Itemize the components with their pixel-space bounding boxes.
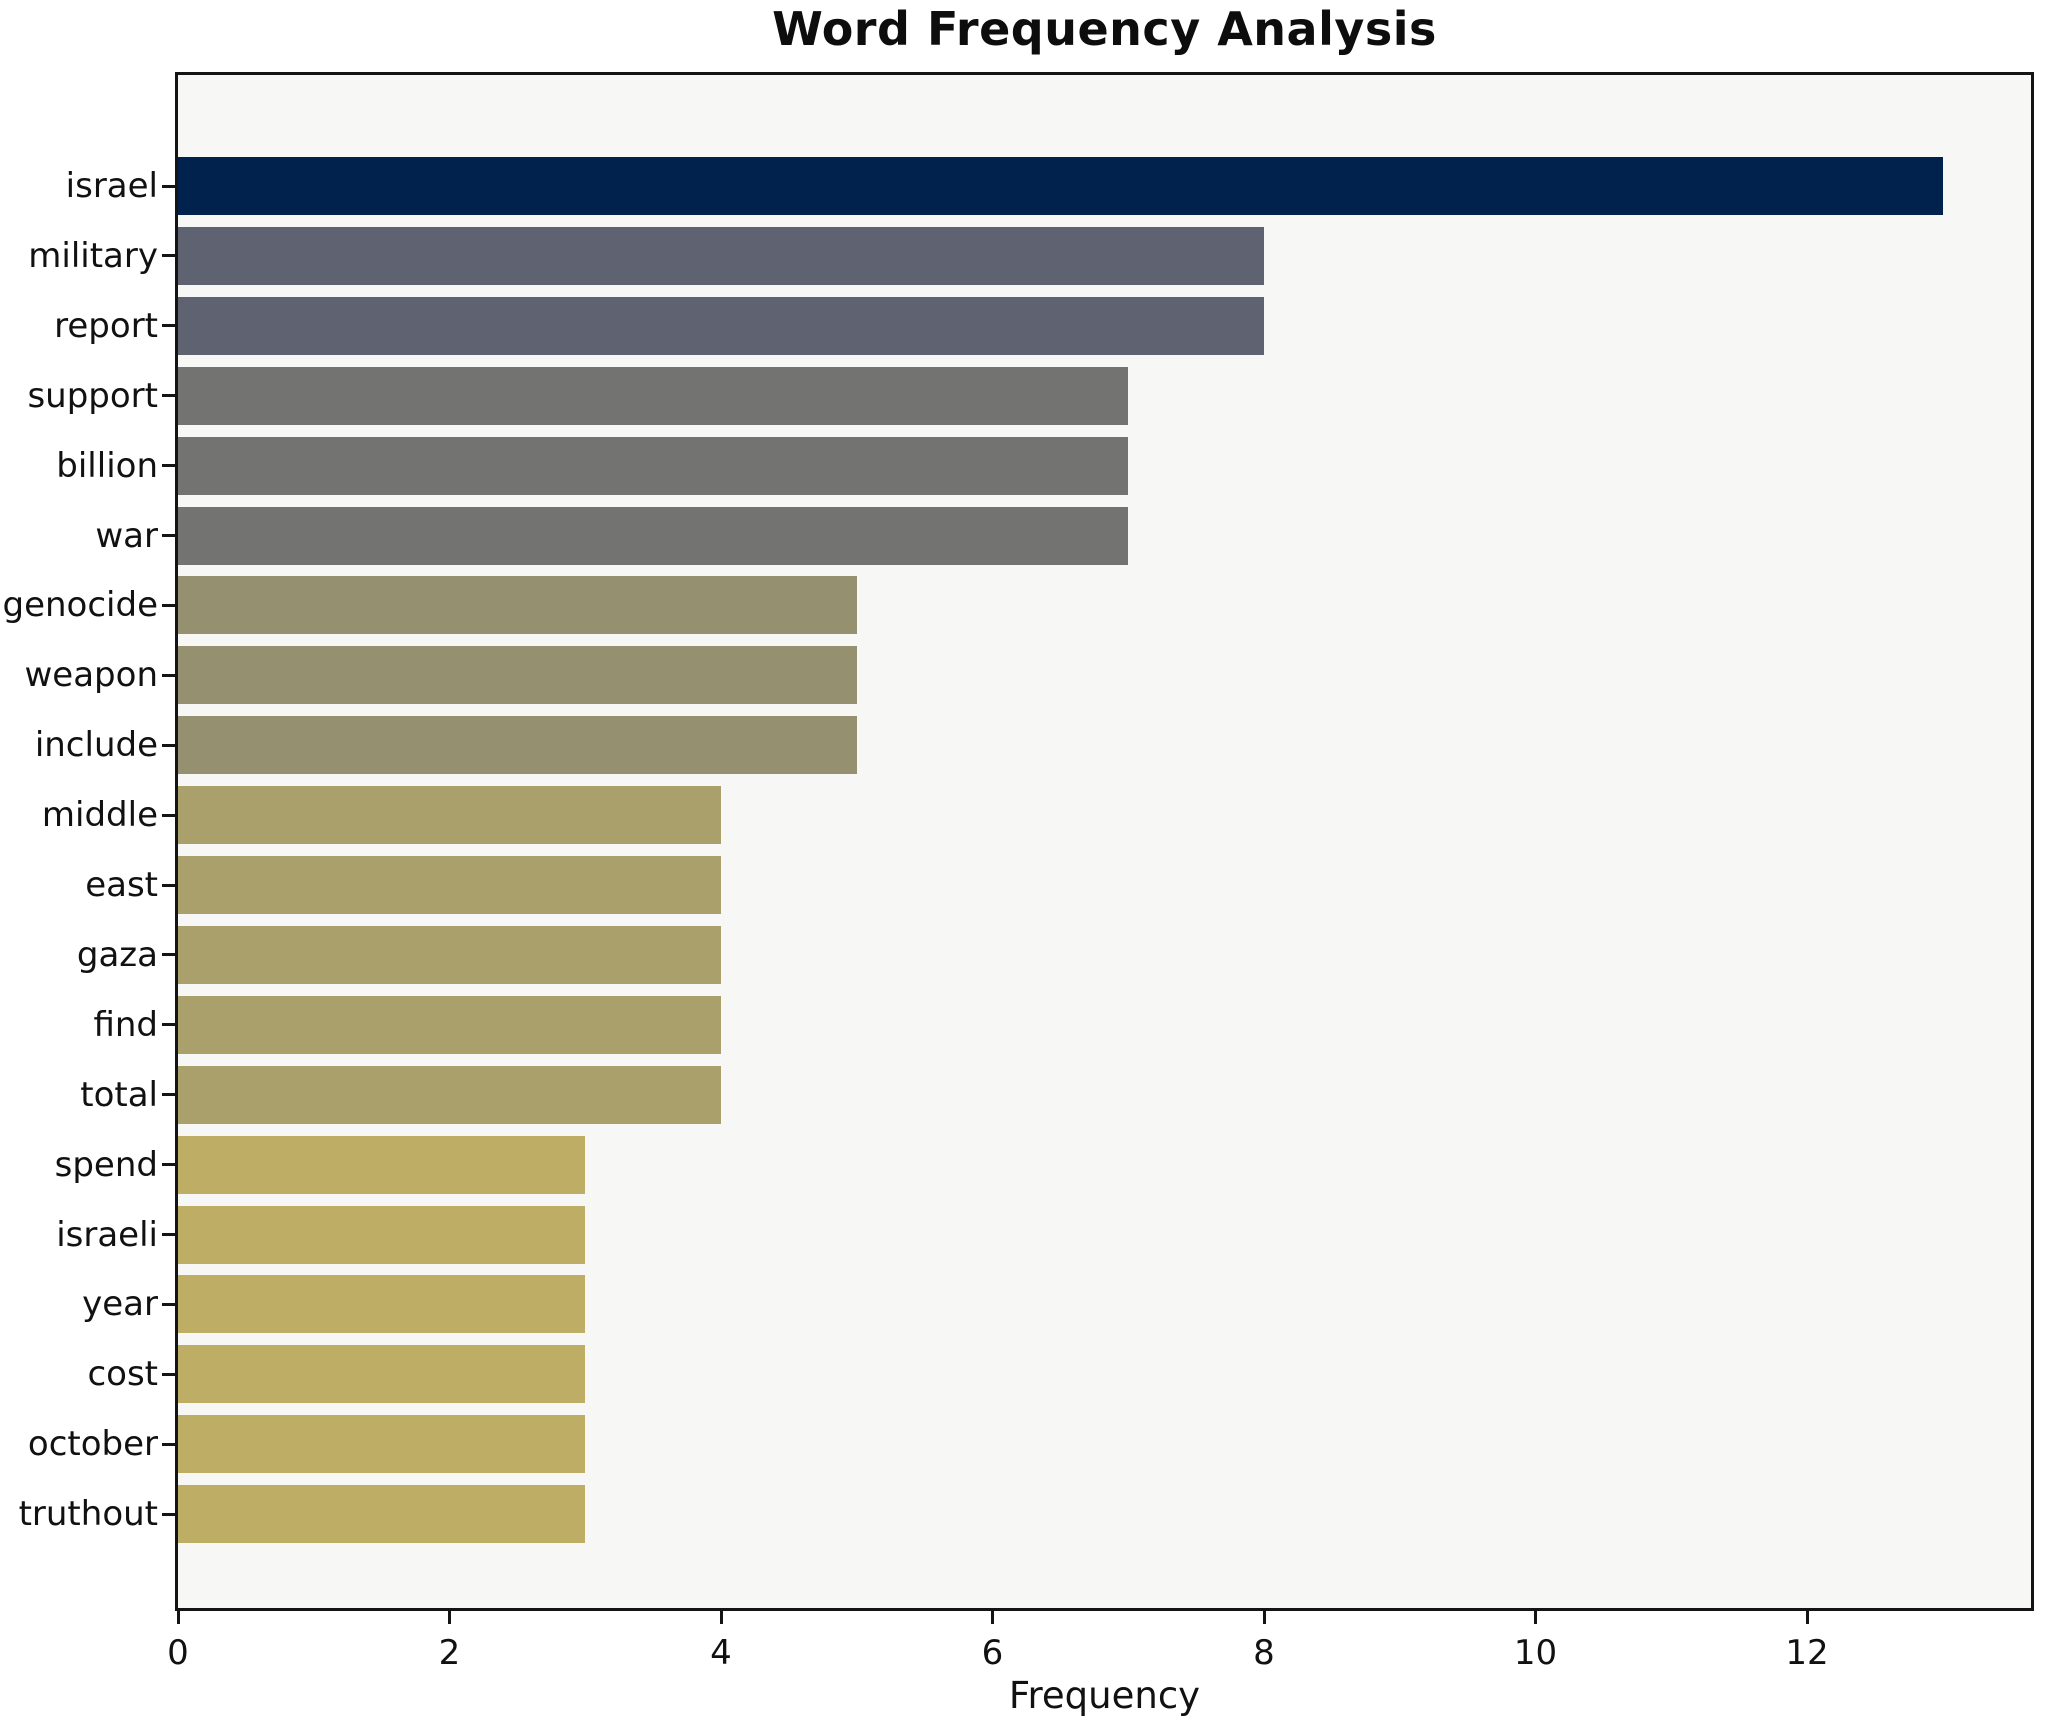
y-tick-mark	[162, 1093, 175, 1097]
y-tick-mark	[162, 1023, 175, 1027]
bar-gaza	[178, 925, 721, 984]
y-tick-mark	[162, 1163, 175, 1167]
y-tick-label: report	[54, 305, 158, 346]
x-tick-label: 2	[438, 1633, 461, 1673]
x-tick-label: 4	[710, 1633, 732, 1673]
y-tick-label: east	[85, 865, 158, 905]
y-tick-label: include	[34, 725, 158, 766]
y-tick-label: israel	[65, 166, 158, 206]
y-tick-mark	[162, 743, 175, 747]
y-tick-label: military	[28, 235, 158, 276]
bar-report	[178, 296, 1264, 355]
y-tick-label: cost	[87, 1354, 158, 1395]
chart-title: Word Frequency Analysis	[772, 2, 1437, 56]
y-tick-mark	[162, 1372, 175, 1376]
bar-genocide	[178, 576, 857, 635]
bar-weapon	[178, 646, 857, 705]
x-tick-label: 0	[167, 1633, 189, 1673]
y-tick-mark	[162, 254, 175, 258]
bar-year	[178, 1275, 585, 1334]
y-tick-label: truthout	[18, 1494, 158, 1535]
y-tick-mark	[162, 324, 175, 328]
y-tick-mark	[162, 464, 175, 468]
bar-east	[178, 856, 721, 914]
bar-find	[178, 995, 721, 1054]
x-tick-mark	[1534, 1611, 1537, 1624]
y-tick-label: middle	[41, 795, 158, 836]
y-tick-mark	[162, 1302, 175, 1306]
y-tick-mark	[162, 953, 175, 957]
bar-israeli	[178, 1205, 585, 1264]
y-tick-label: spend	[54, 1144, 158, 1185]
y-tick-mark	[162, 883, 175, 887]
y-tick-mark	[162, 1512, 175, 1516]
bar-spend	[178, 1135, 585, 1194]
y-tick-label: support	[27, 375, 158, 416]
bar-october	[178, 1415, 585, 1474]
x-tick-label: 10	[1513, 1633, 1558, 1673]
y-tick-label: israeli	[56, 1214, 158, 1255]
y-tick-label: genocide	[2, 585, 159, 626]
bar-include	[178, 716, 857, 775]
bar-middle	[178, 786, 721, 845]
y-tick-mark	[162, 603, 175, 607]
bar-cost	[178, 1345, 585, 1404]
y-tick-mark	[162, 1442, 175, 1446]
y-tick-mark	[162, 1233, 175, 1236]
y-tick-label: billion	[56, 445, 158, 486]
y-tick-mark	[162, 184, 175, 188]
bar-military	[178, 226, 1264, 285]
x-tick-label: 12	[1785, 1633, 1829, 1673]
x-tick-mark	[991, 1611, 994, 1624]
x-tick-mark	[1805, 1611, 1809, 1624]
x-tick-mark	[1262, 1611, 1266, 1624]
x-tick-mark	[448, 1611, 451, 1624]
y-tick-label: october	[27, 1424, 158, 1465]
y-tick-label: year	[82, 1284, 158, 1325]
x-tick-label: 6	[981, 1633, 1004, 1673]
y-tick-label: find	[93, 1004, 158, 1045]
bar-billion	[178, 436, 1128, 495]
y-tick-label: total	[80, 1074, 158, 1115]
x-tick-mark	[176, 1611, 180, 1624]
bar-israel	[178, 157, 1943, 215]
bar-war	[178, 506, 1128, 565]
bar-total	[178, 1065, 721, 1124]
y-tick-mark	[162, 673, 175, 677]
y-tick-label: gaza	[76, 934, 158, 975]
x-axis-label: Frequency	[1008, 1674, 1201, 1717]
bar-support	[178, 366, 1128, 425]
y-tick-mark	[162, 394, 175, 398]
y-tick-mark	[162, 813, 175, 817]
x-tick-label: 8	[1253, 1633, 1275, 1673]
y-tick-mark	[162, 534, 175, 537]
bar-truthout	[178, 1485, 585, 1544]
x-tick-mark	[719, 1611, 723, 1624]
y-tick-label: weapon	[24, 655, 159, 696]
y-tick-label: war	[95, 515, 158, 556]
